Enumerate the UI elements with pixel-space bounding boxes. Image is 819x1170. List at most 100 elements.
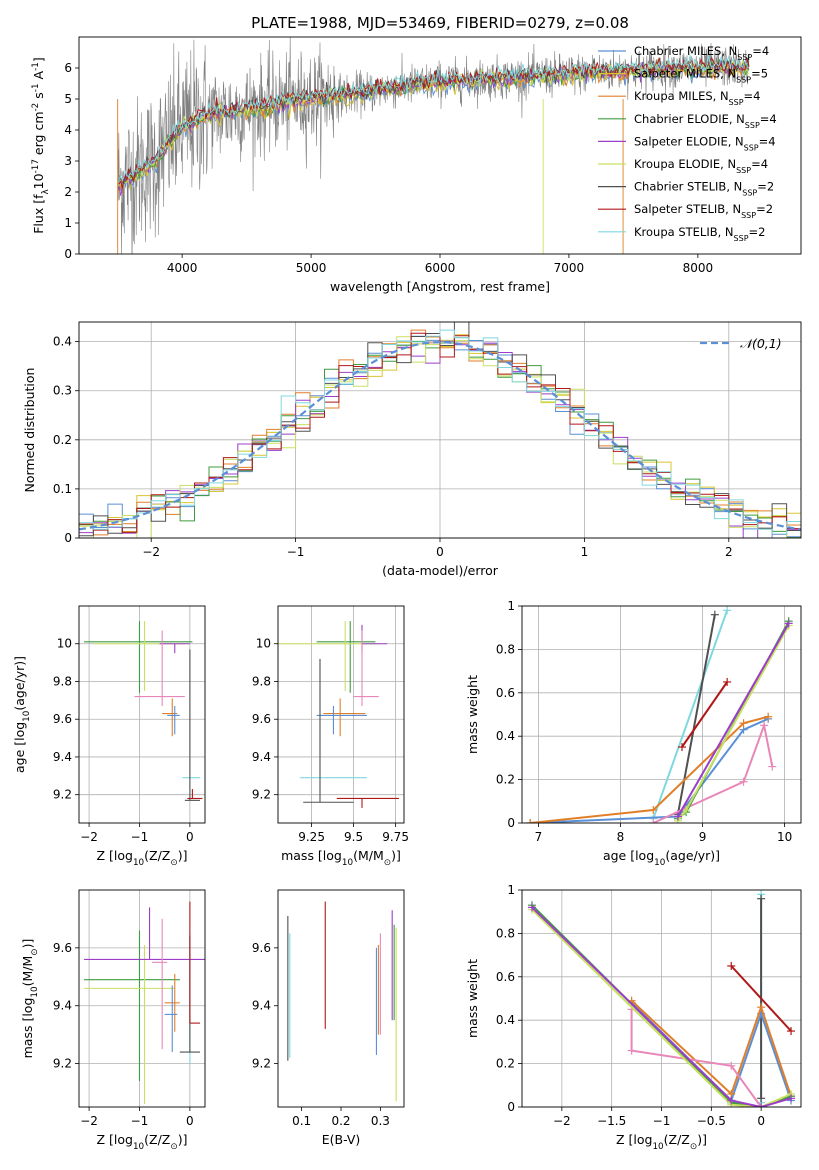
series-marker [723, 606, 732, 615]
x-tick-label: 9.5 [344, 830, 363, 844]
series-marker [627, 1046, 636, 1055]
model-spectrum-salpeter_stelib [117, 57, 750, 189]
panel-spectrum: 4000 5000 6000 7000 8000 0 1 2 3 4 5 6 wavelength [A… [31, 36, 802, 294]
y-tick-label: 0 [64, 531, 72, 545]
x-tick-label: 0 [436, 545, 444, 559]
plot-area [527, 890, 796, 1107]
legend-label: Kroupa STELIB, NSSP=2 [634, 225, 765, 243]
x-tick-label: 0 [186, 830, 194, 844]
y-tick-label: 9.6 [53, 712, 72, 726]
series-marker [727, 1061, 736, 1070]
y-tick-label: 9.4 [252, 750, 271, 764]
x-tick-label: 7 [535, 830, 543, 844]
x-tick-label: −1 [653, 1114, 671, 1128]
errorbar-point [189, 901, 200, 1024]
legend-entry: Salpeter STELIB, NSSP=2 [598, 202, 773, 220]
plot-area [84, 901, 205, 1105]
y-tick-label: 9.2 [53, 1057, 72, 1071]
plot-area [117, 37, 750, 254]
y-axis-label: mass weight [465, 675, 480, 754]
x-tick-label: −0.5 [697, 1114, 726, 1128]
legend-label: Chabrier ELODIE, NSSP=4 [634, 112, 777, 130]
x-tick-label: 4000 [167, 261, 198, 275]
y-tick-label: 0.1 [53, 482, 72, 496]
y-tick-label: 0.3 [53, 384, 72, 398]
x-axis-label: age [log10(age/yr)] [603, 848, 720, 868]
series-line-extra_pink [652, 721, 774, 823]
series-marker [757, 894, 766, 903]
errorbar-point [323, 698, 366, 737]
x-tick-label: −2 [553, 1114, 571, 1128]
y-tick-label: 0.6 [496, 970, 515, 984]
series-line-kroupa_stelib [652, 609, 729, 820]
y-tick-label: 10 [57, 637, 72, 651]
x-tick-label: 9 [699, 830, 707, 844]
series-line-salpeter_elodie [677, 622, 790, 817]
series-marker [710, 610, 719, 619]
y-tick-label: 0.2 [496, 773, 515, 787]
panel-age_vs_Z: −2 −1 0 9.2 9.4 9.6 9.8 10 Z [log10(Z/Z⊙)] age [l… [12, 605, 206, 868]
x-tick-label: −1 [131, 830, 149, 844]
y-tick-label: 0.2 [53, 433, 72, 447]
series-marker [649, 819, 658, 823]
x-tick-label: 8 [617, 830, 625, 844]
y-tick-label: 0 [64, 247, 72, 261]
figure-title: PLATE=1988, MJD=53469, FIBERID=0279, z=0… [251, 14, 629, 32]
y-tick-label: 0 [507, 1100, 515, 1114]
x-axis-label: mass [log10(M/M⊙)] [281, 848, 401, 868]
y-tick-label: 0 [507, 816, 515, 830]
histogram-salpeter_stelib [79, 332, 801, 533]
series-line-salpeter_elodie [531, 906, 792, 1107]
errorbar-point [84, 944, 175, 1105]
x-tick-label: 0.2 [331, 1114, 350, 1128]
legend-label: 𝒩(0,1) [740, 336, 782, 351]
x-tick-label: 0 [757, 1114, 765, 1128]
y-tick-label: 2 [64, 185, 72, 199]
series-line-chabrier_miles [530, 717, 769, 823]
legend-label: Salpeter STELIB, NSSP=2 [634, 202, 773, 220]
errorbar-point [152, 918, 168, 1050]
x-tick-label: −1 [131, 1114, 149, 1128]
y-axis-label: mass weight [465, 959, 480, 1038]
panel-mass_vs_Z: −2 −1 0 9.2 9.4 9.6 Z [log10(Z/Z⊙)] mass [log10… [20, 889, 206, 1152]
y-tick-label: 0.8 [496, 642, 515, 656]
x-tick-label: 1 [581, 545, 589, 559]
legend-entry: Kroupa STELIB, NSSP=2 [598, 225, 765, 243]
legend-label: Chabrier MILES, NSSP=4 [634, 44, 769, 62]
errorbar-point [336, 797, 399, 808]
x-tick-label: 8000 [683, 261, 714, 275]
x-axis-label: Z [log10(Z/Z⊙)] [616, 1132, 707, 1152]
errorbar-point [303, 658, 354, 803]
series-marker [757, 1103, 766, 1107]
panel-massweight_vs_Z: −2 −1.5 −1 −0.5 0 0 0.2 0.4 0.6 0.8 1 Z [log10(Z/Z⊙… [465, 883, 802, 1152]
plot-area [79, 322, 801, 538]
errorbar-point [278, 621, 379, 691]
series-line-kroupa_elodie [531, 908, 792, 1107]
x-tick-label: −2 [80, 1114, 98, 1128]
series-marker [739, 719, 748, 728]
model-spectrum-kroupa_stelib [117, 54, 750, 185]
y-tick-label: 0.4 [53, 335, 72, 349]
y-axis-label: Normed distribution [22, 368, 37, 493]
x-axis-label: E(B-V) [322, 1132, 361, 1147]
y-tick-label: 9.6 [252, 941, 271, 955]
x-axis-label: (data-model)/error [382, 563, 499, 578]
legend-entry: Chabrier ELODIE, NSSP=4 [598, 112, 777, 130]
y-tick-label: 0.4 [496, 729, 515, 743]
legend-label: Kroupa ELODIE, NSSP=4 [634, 157, 768, 175]
panel-residuals: −2 −1 0 1 2 0 0.1 0.2 0.3 0.4 (data-model)/error No… [22, 321, 802, 578]
y-tick-label: 9.4 [53, 999, 72, 1013]
x-tick-label: 9.75 [382, 830, 409, 844]
legend-label: Chabrier STELIB, NSSP=2 [634, 180, 774, 198]
legend-entry: Kroupa ELODIE, NSSP=4 [598, 157, 768, 175]
series-marker [768, 762, 777, 771]
y-tick-label: 9.2 [252, 1057, 271, 1071]
legend-entry: Salpeter MILES, NSSP=5 [598, 67, 768, 84]
panel-massweight_vs_age: 7 8 9 10 0 0.2 0.4 0.6 0.8 1 age [log10(age/yr)] ma… [465, 599, 802, 868]
panel-mass_vs_EBV: 0.1 0.2 0.3 9.2 9.4 9.6 E(B-V) [252, 889, 405, 1147]
y-tick-label: 9.2 [53, 788, 72, 802]
series-marker [757, 1003, 766, 1012]
errorbar-point [159, 643, 190, 654]
x-tick-label: 2 [725, 545, 733, 559]
series-marker [682, 805, 691, 814]
